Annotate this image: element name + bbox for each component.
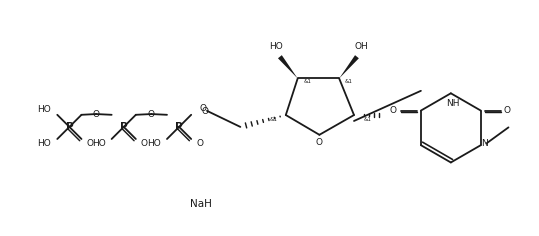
Text: &1: &1 xyxy=(270,118,278,122)
Text: P: P xyxy=(175,122,183,132)
Text: &1: &1 xyxy=(303,79,312,84)
Text: O: O xyxy=(148,110,155,118)
Text: NaH: NaH xyxy=(190,199,212,209)
Text: O: O xyxy=(196,139,203,148)
Text: O: O xyxy=(141,139,148,148)
Text: N: N xyxy=(481,139,488,148)
Text: &1: &1 xyxy=(364,118,372,122)
Text: O: O xyxy=(93,110,100,118)
Text: O: O xyxy=(316,138,323,147)
Text: HO: HO xyxy=(92,139,106,148)
Polygon shape xyxy=(339,55,359,79)
Polygon shape xyxy=(278,55,298,79)
Text: &1: &1 xyxy=(345,79,353,84)
Text: O: O xyxy=(390,106,397,115)
Text: O: O xyxy=(504,106,511,115)
Text: HO: HO xyxy=(38,139,51,148)
Text: HO: HO xyxy=(147,139,161,148)
Text: O: O xyxy=(86,139,93,148)
Text: P: P xyxy=(120,122,128,132)
Text: NH: NH xyxy=(446,99,460,108)
Text: OH: OH xyxy=(354,42,368,51)
Text: O: O xyxy=(202,107,209,116)
Text: O: O xyxy=(199,104,206,113)
Text: P: P xyxy=(66,122,73,132)
Text: HO: HO xyxy=(38,105,51,114)
Text: HO: HO xyxy=(269,42,283,51)
